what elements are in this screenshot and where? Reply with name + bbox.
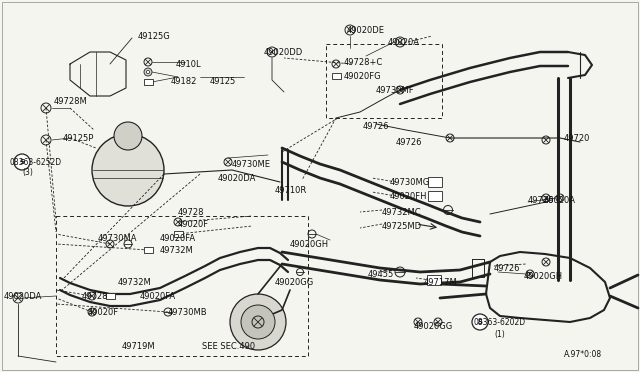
Circle shape — [230, 294, 286, 350]
Text: S: S — [19, 159, 24, 165]
Text: 49020FG: 49020FG — [344, 72, 381, 81]
Text: 49732M: 49732M — [118, 278, 152, 287]
Text: 49710R: 49710R — [275, 186, 307, 195]
Text: A.97*0:08: A.97*0:08 — [564, 350, 602, 359]
Text: 49020FH: 49020FH — [390, 192, 428, 201]
Text: 49728M: 49728M — [54, 97, 88, 106]
Text: 49717M: 49717M — [424, 278, 458, 287]
Text: 49182: 49182 — [171, 77, 197, 86]
Text: 08363-6252D: 08363-6252D — [10, 158, 62, 167]
Text: 08363-6202D: 08363-6202D — [473, 318, 525, 327]
Circle shape — [14, 154, 30, 170]
Circle shape — [147, 70, 150, 74]
Text: 49730MF: 49730MF — [376, 86, 415, 95]
Text: 49730MB: 49730MB — [168, 308, 207, 317]
Text: 49020GG: 49020GG — [414, 322, 453, 331]
Bar — [56, 216, 308, 356]
Text: 49020A: 49020A — [544, 196, 576, 205]
Text: 49728+C: 49728+C — [344, 58, 383, 67]
Text: 49020F: 49020F — [88, 308, 119, 317]
Text: 49726: 49726 — [528, 196, 554, 205]
Bar — [143, 79, 152, 85]
Text: SEE SEC.490: SEE SEC.490 — [202, 342, 255, 351]
Text: 49020F: 49020F — [178, 220, 209, 229]
Text: 49020DE: 49020DE — [347, 26, 385, 35]
Circle shape — [114, 122, 142, 150]
Text: (3): (3) — [22, 168, 33, 177]
Text: 49720: 49720 — [564, 134, 590, 143]
Text: 49732MC: 49732MC — [382, 208, 422, 217]
Bar — [428, 177, 442, 187]
Text: 49732M: 49732M — [160, 246, 194, 255]
Text: 49125: 49125 — [210, 77, 236, 86]
Bar — [173, 231, 182, 237]
Text: 49730MA: 49730MA — [98, 234, 138, 243]
Bar — [143, 247, 152, 253]
Bar — [106, 293, 115, 299]
Text: S: S — [477, 319, 483, 325]
Text: 49725MD: 49725MD — [382, 222, 422, 231]
Circle shape — [144, 68, 152, 76]
Text: 49020DD: 49020DD — [264, 48, 303, 57]
Circle shape — [92, 134, 164, 206]
Text: 49020DA: 49020DA — [218, 174, 257, 183]
Text: (1): (1) — [494, 330, 505, 339]
Bar — [332, 73, 340, 79]
Text: 49020A: 49020A — [388, 38, 420, 47]
Text: 49020DA: 49020DA — [4, 292, 42, 301]
Text: 49728: 49728 — [178, 208, 205, 217]
Text: 4910L: 4910L — [176, 60, 202, 69]
Text: 49020FA: 49020FA — [160, 234, 196, 243]
Circle shape — [472, 314, 488, 330]
Text: 49726: 49726 — [396, 138, 422, 147]
Text: 49726: 49726 — [494, 264, 520, 273]
Text: 49125G: 49125G — [138, 32, 171, 41]
Text: 49020GH: 49020GH — [290, 240, 329, 249]
Text: 49125P: 49125P — [63, 134, 94, 143]
Text: 49730ME: 49730ME — [232, 160, 271, 169]
Bar — [427, 275, 441, 285]
Text: 49728: 49728 — [82, 292, 109, 301]
Text: 49730MG: 49730MG — [390, 178, 430, 187]
Text: 49020FA: 49020FA — [140, 292, 176, 301]
Text: 49020GG: 49020GG — [275, 278, 314, 287]
Bar — [428, 191, 442, 201]
Text: 49455: 49455 — [368, 270, 394, 279]
Text: 49719M: 49719M — [122, 342, 156, 351]
Text: 49020GH: 49020GH — [524, 272, 563, 281]
Text: 49726: 49726 — [363, 122, 390, 131]
Bar — [326, 44, 442, 118]
Circle shape — [241, 305, 275, 339]
